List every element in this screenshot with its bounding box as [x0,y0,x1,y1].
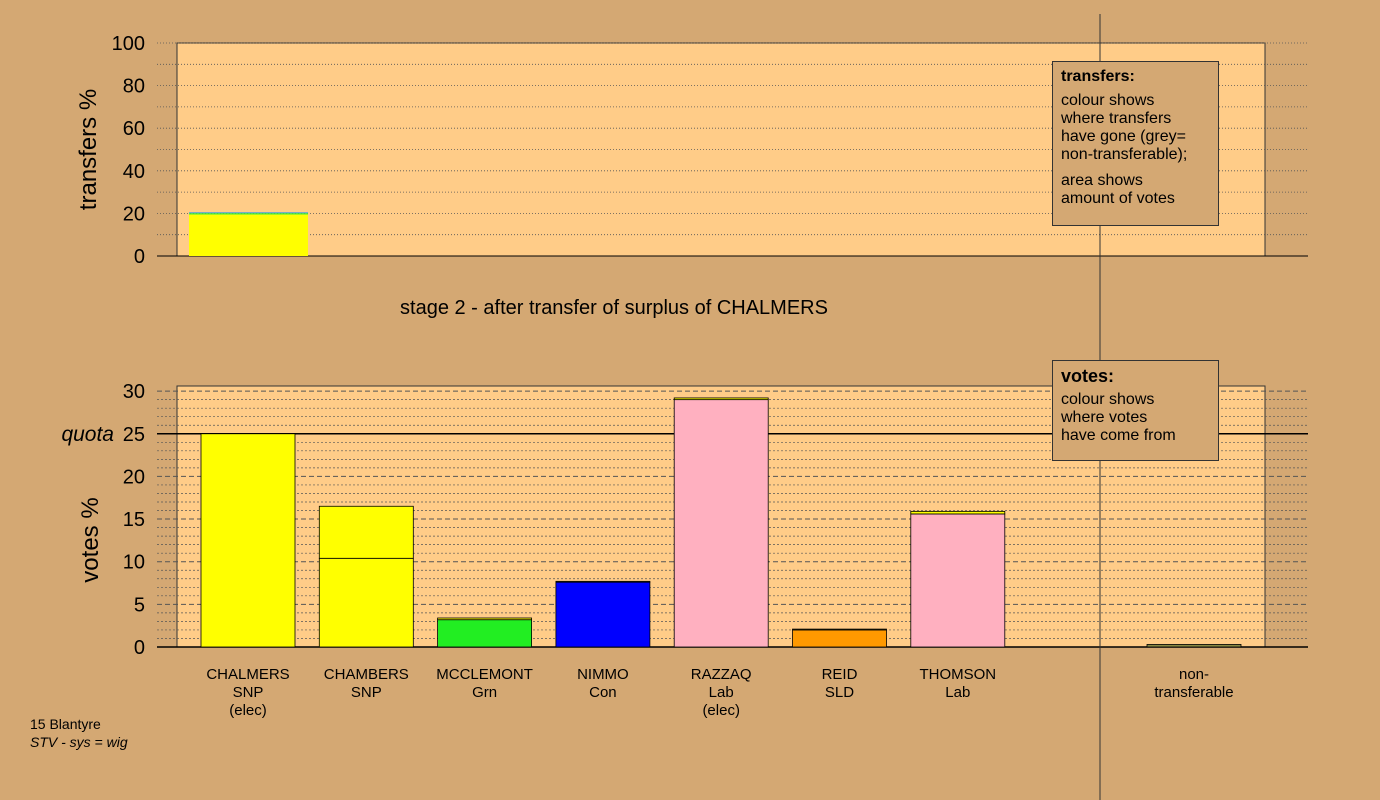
votes-ytick-label: 0 [134,637,145,659]
candidate-name-label: MCCLEMONT [436,666,533,683]
transfers-legend-line: colour shows [1061,92,1155,109]
nontransferable-label-1: non- [1179,666,1209,683]
candidate-status-label: (elec) [702,702,740,719]
votes-bar-segment [910,510,1006,515]
votes-y-axis-title: votes % [77,497,104,582]
nontransferable-label-2: transferable [1154,684,1233,701]
footer-constituency: 15 Blantyre [30,716,101,732]
candidate-name-label: NIMMO [577,666,629,683]
votes-bar-segment [437,619,533,648]
nontransferable-bar [1146,644,1242,648]
transfers-legend-title: transfers: [1061,68,1135,85]
transfers-legend-line: amount of votes [1061,190,1175,207]
candidate-name-label: RAZZAQ [691,666,752,683]
candidate-party-label: SNP [233,684,264,701]
candidate-party-label: Grn [472,684,497,701]
votes-legend: votes: colour shows where votes have come … [1052,360,1219,461]
votes-ytick-label: 15 [123,509,145,531]
transfers-bar-segment [189,212,308,214]
votes-ytick-label: 5 [134,594,145,616]
votes-ytick-label: 10 [123,552,145,574]
votes-bar-segment [437,617,533,621]
votes-ytick-label: 30 [123,381,145,403]
transfers-legend-line: have gone (grey= [1061,128,1186,145]
votes-legend-line: colour shows [1061,391,1155,408]
candidate-name-label: CHAMBERS [324,666,409,683]
votes-bar-segment [673,397,769,401]
votes-legend-title: votes: [1061,366,1115,386]
candidate-party-label: Con [589,684,617,701]
votes-bar-segment [318,505,414,559]
votes-bar-segment [200,433,296,648]
candidate-name-label: REID [822,666,858,683]
transfers-ytick-label: 80 [123,76,145,98]
votes-bar-segment [555,581,651,648]
transfers-legend-gap [1061,164,1210,172]
quota-label: quota [61,423,114,446]
footer-system: STV - sys = wig [30,734,128,750]
votes-bar-segment [318,557,414,648]
candidate-party-label: SNP [351,684,382,701]
transfers-legend-line: area shows [1061,172,1143,189]
transfers-ytick-label: 100 [112,33,145,55]
stage-title: stage 2 - after transfer of surplus of C… [400,297,828,319]
votes-bar-segment [910,513,1006,648]
votes-ytick-label: 25 [123,424,145,446]
votes-ytick-label: 20 [123,466,145,488]
transfers-legend-line: non-transferable); [1061,146,1188,163]
votes-bar-segment [555,580,651,583]
transfers-legend: transfers: colour shows where transfers ha… [1052,61,1219,226]
transfers-legend-line: where transfers [1061,110,1172,127]
votes-legend-line: have come from [1061,427,1176,444]
votes-legend-line: where votes [1061,409,1148,426]
transfers-ytick-label: 60 [123,118,145,140]
candidate-party-label: Lab [709,684,734,701]
candidate-party-label: SLD [825,684,854,701]
transfers-bar-segment [189,213,308,215]
transfers-bar-segment [189,214,308,256]
transfers-ytick-label: 40 [123,161,145,183]
candidate-status-label: (elec) [229,702,267,719]
candidate-name-label: THOMSON [919,666,996,683]
transfers-ytick-label: 20 [123,203,145,225]
transfers-y-axis-title: transfers % [75,89,102,210]
votes-bar-segment [792,629,887,648]
votes-bar-segment [792,628,887,631]
transfers-ytick-label: 0 [134,246,145,268]
candidate-party-label: Lab [945,684,970,701]
candidate-name-label: CHALMERS [206,666,289,683]
votes-bar-segment [673,399,769,648]
